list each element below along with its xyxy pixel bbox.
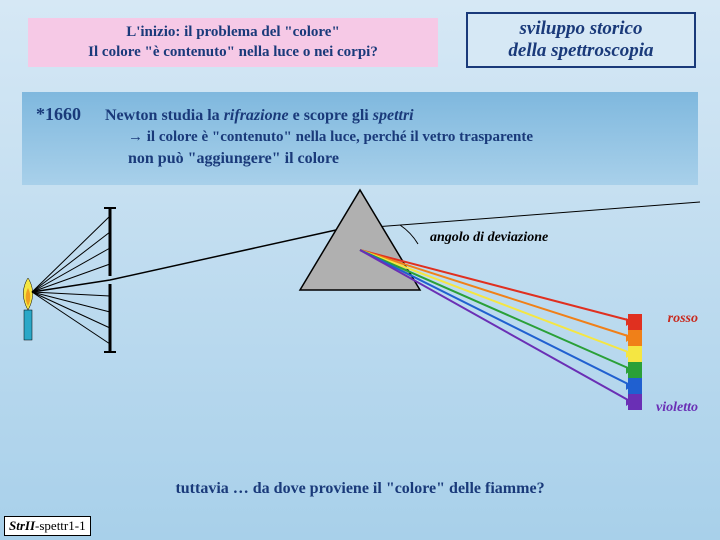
main-text-box: *1660 Newton studia la rifrazione e scop… xyxy=(22,92,698,185)
title-line1: sviluppo storico xyxy=(476,18,686,40)
bottom-question: tuttavia … da dove proviene il "colore" … xyxy=(110,480,610,498)
asterisk: * xyxy=(36,104,45,124)
headline-i2: spettri xyxy=(373,107,414,124)
subtitle-line2: Il colore "è contenuto" nella luce o nei… xyxy=(34,42,432,62)
line2a: il colore è "contenuto" nella luce, perc… xyxy=(143,129,533,145)
title-line2: della spettroscopia xyxy=(476,40,686,62)
footer-rest: -spettr1-1 xyxy=(35,518,86,533)
headline-p1: Newton studia la xyxy=(105,107,224,124)
year: 1660 xyxy=(45,104,81,124)
headline-p2: e scopre gli xyxy=(289,107,373,124)
violetto-label: violetto xyxy=(656,400,698,416)
subtitle-box: L'inizio: il problema del "colore" Il co… xyxy=(28,18,438,67)
subtitle-line1: L'inizio: il problema del "colore" xyxy=(34,22,432,42)
title-box: sviluppo storico della spettroscopia xyxy=(466,12,696,68)
prism-diagram xyxy=(0,180,720,470)
footer-bold: StrII xyxy=(9,518,35,533)
rosso-label: rosso xyxy=(668,311,698,327)
arrow-glyph: → xyxy=(128,129,143,145)
headline-i1: rifrazione xyxy=(224,107,289,124)
footer-label: StrII-spettr1-1 xyxy=(4,516,91,536)
line2b: non può "aggiungere" il colore xyxy=(128,148,684,170)
angle-label: angolo di deviazione xyxy=(430,230,548,246)
